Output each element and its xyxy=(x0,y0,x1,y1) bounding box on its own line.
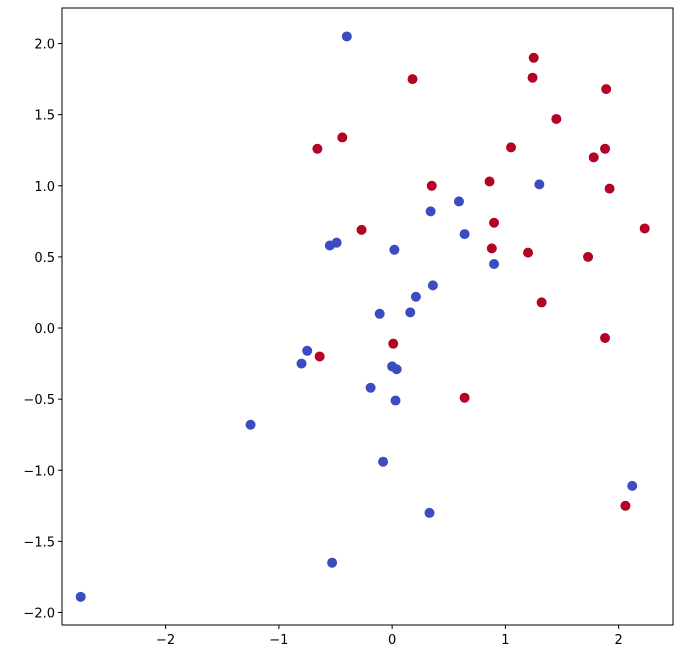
scatter-point xyxy=(337,132,348,143)
scatter-point xyxy=(389,244,400,255)
scatter-point xyxy=(486,243,497,254)
scatter-point xyxy=(489,217,500,228)
scatter-point xyxy=(583,251,594,262)
scatter-point xyxy=(534,179,545,190)
scatter-point xyxy=(388,338,399,349)
y-tick-label: −2.0 xyxy=(23,606,55,621)
scatter-point xyxy=(365,382,376,393)
y-tick-label: −0.5 xyxy=(23,393,55,408)
scatter-point xyxy=(523,247,534,258)
scatter-point xyxy=(424,507,435,518)
scatter-point xyxy=(627,480,638,491)
x-tick-label: 1 xyxy=(501,633,509,648)
x-tick-label: 0 xyxy=(388,633,396,648)
scatter-point xyxy=(75,591,86,602)
scatter-point xyxy=(410,291,421,302)
scatter-point xyxy=(341,31,352,42)
scatter-point xyxy=(378,456,389,467)
y-tick-label: −1.5 xyxy=(23,535,55,550)
scatter-point xyxy=(245,419,256,430)
x-tick-label: −1 xyxy=(269,633,288,648)
scatter-point xyxy=(527,72,538,83)
scatter-point xyxy=(528,52,539,63)
y-tick-label: 0.0 xyxy=(34,322,55,337)
x-tick-label: 2 xyxy=(614,633,622,648)
scatter-point xyxy=(426,180,437,191)
y-tick-label: −1.0 xyxy=(23,464,55,479)
scatter-point xyxy=(407,74,418,85)
scatter-point xyxy=(588,152,599,163)
scatter-point xyxy=(601,84,612,95)
scatter-point xyxy=(506,142,517,153)
scatter-point xyxy=(327,557,338,568)
scatter-point xyxy=(374,308,385,319)
scatter-point xyxy=(405,307,416,318)
scatter-point xyxy=(600,143,611,154)
scatter-point xyxy=(639,223,650,234)
scatter-point xyxy=(314,351,325,362)
scatter-point xyxy=(604,183,615,194)
scatter-point xyxy=(356,224,367,235)
plot-frame xyxy=(61,7,674,626)
scatter-point xyxy=(312,143,323,154)
scatter-point xyxy=(425,206,436,217)
y-tick-label: 2.0 xyxy=(34,38,55,53)
scatter-point xyxy=(484,176,495,187)
scatter-point xyxy=(459,392,470,403)
scatter-point xyxy=(620,500,631,511)
scatter-point xyxy=(453,196,464,207)
scatter-point xyxy=(296,358,307,369)
scatter-point xyxy=(391,364,402,375)
scatter-point xyxy=(390,395,401,406)
scatter-point xyxy=(551,113,562,124)
y-tick-label: 0.5 xyxy=(34,251,55,266)
x-tick-label: −2 xyxy=(156,633,175,648)
scatter-point xyxy=(302,345,313,356)
y-tick-label: 1.0 xyxy=(34,180,55,195)
scatter-point xyxy=(600,332,611,343)
scatter-point xyxy=(427,280,438,291)
scatter-point xyxy=(331,237,342,248)
scatter-point xyxy=(459,229,470,240)
scatter-point xyxy=(489,259,500,270)
scatter-point xyxy=(536,297,547,308)
y-tick-label: 1.5 xyxy=(34,109,55,124)
